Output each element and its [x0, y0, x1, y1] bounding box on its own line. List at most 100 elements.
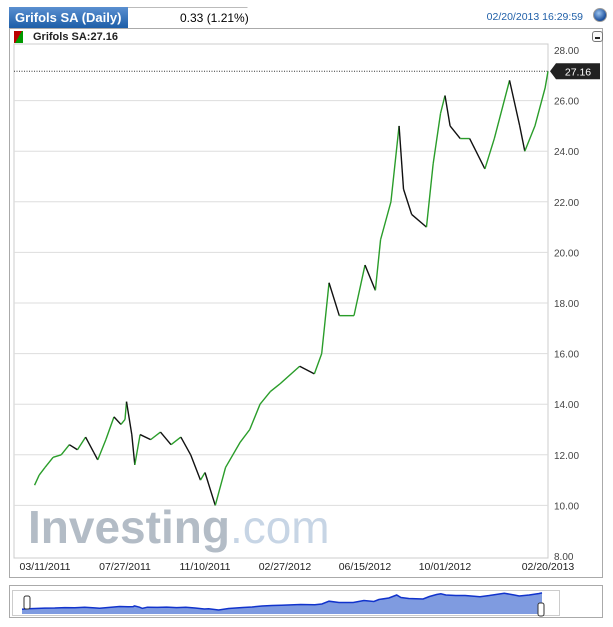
price-segment	[204, 472, 216, 506]
y-tick-label: 26.00	[554, 97, 579, 108]
y-tick-label: 28.00	[554, 46, 579, 57]
change-tab: 0.33 (1.21%)	[128, 7, 268, 28]
y-tick-label: 16.00	[554, 350, 579, 361]
price-segment	[469, 138, 486, 170]
price-segment	[139, 433, 151, 441]
x-tick-label: 02/27/2012	[259, 561, 312, 573]
right-range-handle[interactable]	[537, 602, 545, 617]
price-segment	[84, 436, 95, 453]
chart-title-tab[interactable]: Grifols SA (Daily)	[9, 7, 149, 28]
minimize-button[interactable]	[592, 31, 603, 42]
price-segment	[249, 403, 261, 430]
price-segment	[76, 436, 87, 451]
x-tick-label: 02/20/2013	[522, 561, 575, 573]
navigator[interactable]	[12, 590, 560, 616]
price-segment	[402, 188, 413, 215]
price-segment	[411, 213, 427, 228]
y-tick-label: 14.00	[554, 400, 579, 411]
price-segment	[279, 365, 301, 385]
price-segment	[44, 456, 54, 468]
y-tick-label: 20.00	[554, 248, 579, 259]
price-segment	[97, 439, 107, 461]
globe-icon[interactable]	[593, 8, 607, 22]
price-segment	[259, 391, 271, 405]
price-segment	[299, 365, 315, 375]
price-segment	[425, 163, 434, 228]
price-segment	[199, 472, 206, 481]
price-segment	[398, 125, 405, 190]
price-segment	[239, 429, 251, 443]
price-segment	[124, 401, 128, 420]
price-segment	[353, 264, 366, 316]
legend: Grifols SA:27.16	[14, 31, 118, 43]
price-segment	[224, 441, 241, 468]
navigator-panel	[9, 585, 603, 618]
last-price-label: 27.16	[565, 66, 591, 78]
price-segment	[379, 201, 392, 240]
price-segment	[508, 80, 521, 127]
price-segment	[328, 282, 340, 316]
price-segment	[374, 239, 382, 291]
divider	[9, 28, 603, 29]
y-tick-label: 12.00	[554, 451, 579, 462]
y-tick-label: 22.00	[554, 198, 579, 209]
price-segment	[439, 95, 446, 114]
price-segment	[113, 416, 122, 425]
price-segment	[105, 416, 115, 440]
price-segment	[524, 125, 536, 152]
price-segment	[390, 125, 400, 202]
price-segment	[519, 125, 526, 152]
plot-area	[13, 43, 549, 559]
x-tick-label: 06/15/2012	[339, 561, 392, 573]
price-segment	[125, 401, 133, 435]
price-segment	[159, 431, 172, 446]
y-tick-label: 24.00	[554, 147, 579, 158]
price-segment	[313, 353, 323, 375]
price-change: 0.33 (1.21%)	[180, 11, 249, 25]
x-tick-label: 10/01/2012	[419, 561, 472, 573]
price-segment	[449, 125, 461, 139]
price-segment	[534, 87, 546, 127]
chart-panel	[9, 28, 603, 578]
price-segment	[60, 444, 70, 456]
left-range-handle[interactable]	[23, 595, 31, 610]
price-segment	[269, 383, 281, 393]
logo-suffix: .com	[230, 501, 330, 553]
price-segment	[544, 71, 549, 89]
navigator-line	[21, 592, 543, 611]
legend-label: Grifols SA:27.16	[33, 31, 118, 43]
series-swatch-icon	[14, 31, 23, 43]
last-price-badge	[550, 63, 600, 80]
navigator-area	[22, 592, 542, 614]
price-segment	[484, 138, 495, 170]
price-segment	[444, 95, 451, 127]
price-segment	[432, 113, 442, 164]
price-segment	[131, 434, 136, 465]
timestamp: 02/20/2013 16:29:59	[486, 11, 583, 23]
investing-logo: Investing.com	[28, 501, 330, 553]
price-segment	[93, 451, 99, 461]
price-segment	[52, 454, 62, 458]
x-tick-label: 11/10/2011	[180, 561, 231, 573]
y-tick-label: 8.00	[554, 552, 574, 563]
price-segment	[150, 431, 161, 441]
x-tick-label: 07/27/2011	[99, 561, 151, 573]
price-segment	[120, 418, 126, 425]
price-segment	[493, 80, 511, 139]
y-tick-label: 10.00	[554, 501, 579, 512]
price-segment	[38, 467, 46, 476]
price-segment	[190, 454, 202, 481]
price-segment	[170, 436, 182, 446]
price-segment	[321, 282, 330, 354]
price-segment	[134, 434, 141, 466]
y-tick-label: 18.00	[554, 299, 579, 310]
price-segment	[68, 444, 78, 451]
price-segment	[214, 467, 227, 506]
price-segment	[33, 474, 40, 486]
x-tick-label: 03/11/2011	[20, 561, 71, 573]
price-segment	[364, 264, 377, 291]
chart-title: Grifols SA (Daily)	[15, 10, 122, 25]
price-segment	[180, 436, 192, 456]
